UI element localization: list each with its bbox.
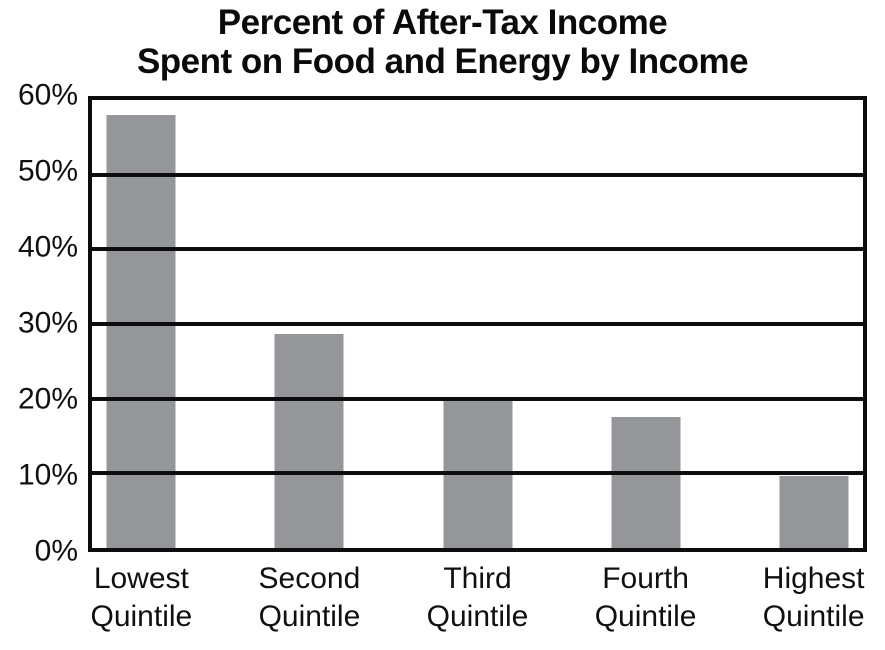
chart-title-line-1: Percent of After-Tax Income (217, 3, 668, 42)
y-tick-label: 0% (34, 534, 78, 568)
plot-area (88, 96, 867, 552)
chart-title-line-2: Spent on Food and Energy by Income (136, 42, 749, 81)
x-tick-label-second-quintile: Second Quintile (258, 562, 361, 633)
bars-layer (92, 100, 863, 548)
y-tick-label: 40% (17, 230, 78, 264)
chart-title: Percent of After-Tax Income Spent on Foo… (0, 3, 885, 81)
bar-third-quintile (443, 400, 512, 548)
y-tick-label: 10% (17, 458, 78, 492)
y-tick-label: 50% (17, 154, 78, 188)
x-tick-label-highest-quintile: Highest Quintile (762, 562, 865, 633)
bar-second-quintile (274, 333, 344, 548)
x-tick-label-fourth-quintile: Fourth Quintile (594, 562, 697, 633)
y-tick-label: 30% (17, 306, 78, 340)
bar-lowest-quintile (106, 114, 176, 548)
bar-fourth-quintile (611, 417, 681, 548)
y-tick-label: 60% (17, 78, 78, 112)
x-axis-labels: Lowest Quintile Second Quintile Third Quin… (90, 560, 865, 645)
x-tick-label-third-quintile: Third Quintile (426, 562, 529, 633)
y-tick-label: 20% (17, 382, 78, 416)
bar-highest-quintile (779, 475, 849, 548)
x-tick-label-lowest-quintile: Lowest Quintile (90, 562, 193, 633)
y-axis-labels: 0% 10% 20% 30% 40% 50% 60% (0, 78, 78, 567)
